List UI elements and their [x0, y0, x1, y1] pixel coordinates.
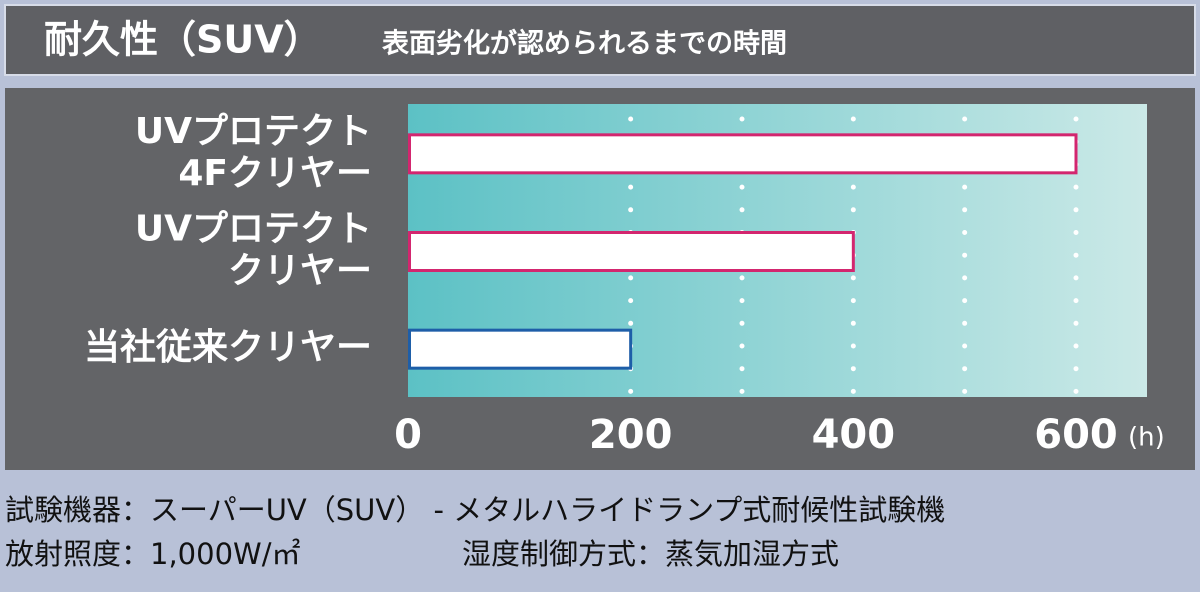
bar: [408, 328, 633, 370]
y-tick-label: UVプロテクト: [135, 111, 372, 152]
chart-title: 耐久性（SUV）: [44, 18, 322, 62]
bar: [408, 133, 1078, 175]
y-tick-label: クリヤー: [228, 251, 372, 292]
bar: [408, 231, 855, 272]
y-tick-label: 4Fクリヤー: [178, 153, 372, 194]
y-tick-label: 当社従来クリヤー: [84, 327, 372, 368]
title-banner: [4, 4, 1196, 76]
y-tick-label: UVプロテクト: [135, 209, 372, 250]
chart-subtitle: 表面劣化が認められるまでの時間: [382, 28, 787, 60]
x-tick-label: 600: [1034, 412, 1118, 458]
x-tick-label: 0: [394, 412, 422, 458]
note: 湿度制御方式：蒸気加湿方式: [462, 537, 839, 571]
note: 試験機器：スーパーUV（SUV） - メタルハライドランプ式耐候性試験機: [5, 493, 945, 527]
x-tick-label: 200: [589, 412, 673, 458]
note: 放射照度：1,000W/㎡: [5, 537, 300, 571]
x-unit: (h): [1128, 423, 1165, 453]
x-tick-label: 400: [812, 412, 896, 458]
